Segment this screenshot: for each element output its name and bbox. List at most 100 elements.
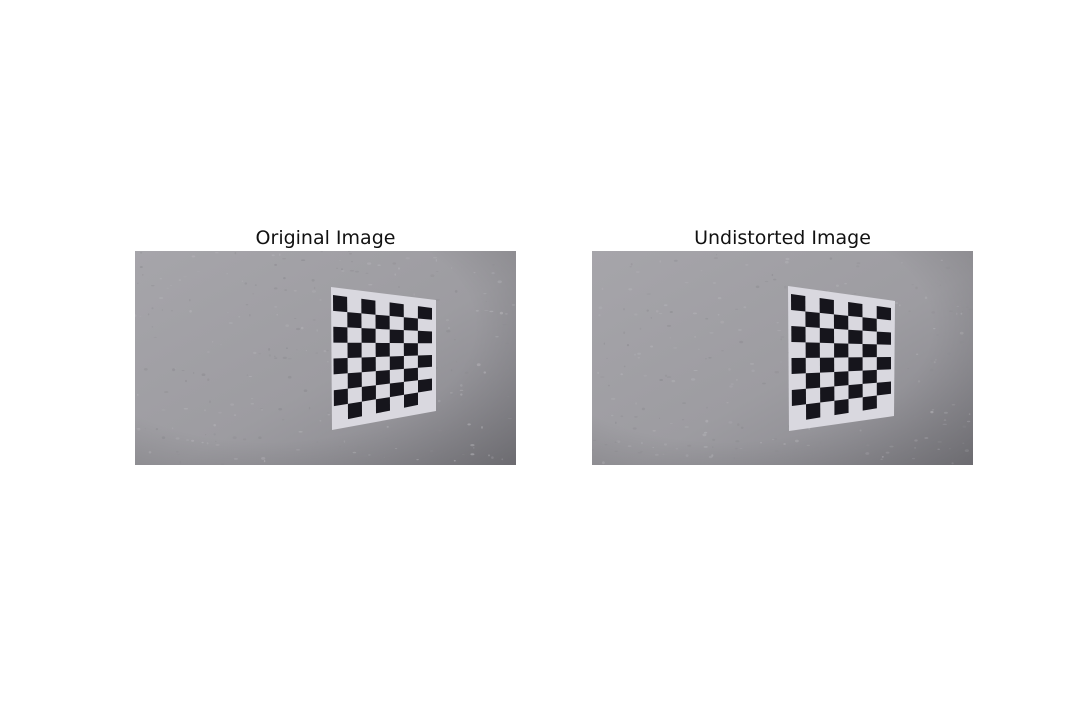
wall-speck (311, 290, 316, 293)
checker-square (347, 401, 362, 420)
wall-speck (450, 369, 453, 372)
wall-speck (220, 463, 225, 465)
checker-square (848, 357, 863, 372)
wall-speck (432, 257, 438, 259)
checker-square (347, 372, 362, 389)
wall-speck (735, 308, 739, 310)
wall-speck (148, 451, 152, 454)
wall-speck (961, 311, 964, 312)
wall-speck (285, 347, 288, 349)
wall-speck (363, 455, 368, 457)
wall-speck (854, 432, 856, 436)
wall-speck (728, 421, 733, 424)
wall-speck (502, 324, 507, 326)
wall-speck (853, 293, 857, 295)
wall-speck (780, 336, 785, 338)
wall-speck (483, 371, 487, 374)
wall-speck (438, 429, 442, 432)
wall-speck (473, 447, 475, 449)
wall-speck (684, 282, 689, 284)
wall-speck (664, 374, 668, 377)
wall-speck (341, 268, 343, 271)
wall-speck (166, 287, 169, 289)
wall-speck (844, 283, 847, 285)
undistorted-image (592, 251, 973, 465)
wall-speck (774, 450, 779, 452)
wall-speck (646, 293, 651, 295)
wall-speck (784, 260, 789, 264)
wall-speck (455, 361, 458, 363)
wall-speck (915, 353, 919, 356)
wall-speck (737, 423, 740, 426)
wall-speck (161, 309, 163, 311)
wall-speck (685, 454, 689, 457)
wall-speck (445, 319, 450, 322)
wall-speck (507, 418, 512, 420)
wall-speck (693, 370, 698, 371)
wall-speck (274, 357, 278, 359)
wall-speck (713, 257, 718, 259)
wall-speck (729, 385, 733, 388)
wall-speck (634, 313, 638, 316)
wall-speck (437, 399, 441, 403)
wall-speck (777, 330, 782, 332)
checker-square (805, 372, 821, 389)
wall-speck (301, 259, 306, 261)
wall-speck (454, 290, 458, 293)
wall-speck (899, 304, 901, 307)
wall-speck (690, 378, 696, 381)
wall-speck (143, 368, 148, 371)
wall-speck (341, 269, 345, 273)
wall-speck (962, 425, 967, 428)
wall-speck (635, 271, 640, 273)
wall-speck (460, 393, 463, 396)
wall-speck (137, 428, 141, 431)
wall-speck (511, 304, 516, 306)
wall-speck (924, 437, 929, 439)
wall-speck (669, 311, 673, 313)
checker-square (791, 326, 806, 343)
wall-speck (383, 456, 386, 459)
wall-speck (751, 369, 755, 373)
checker-square (361, 385, 376, 402)
wall-speck (319, 419, 322, 422)
wall-speck (606, 357, 608, 359)
wall-speck (603, 342, 605, 345)
wall-speck (461, 400, 464, 403)
wall-speck (956, 312, 958, 315)
wall-speck (637, 357, 641, 359)
checker-square (361, 328, 376, 343)
wall-speck (779, 361, 783, 363)
wall-speck (598, 314, 601, 317)
wall-speck (721, 350, 724, 352)
wall-speck (315, 352, 319, 354)
wall-speck (705, 419, 709, 423)
checker-square (834, 343, 849, 358)
wall-speck (281, 418, 285, 421)
wall-speck (739, 340, 744, 344)
checker-square (876, 306, 891, 321)
wall-speck (629, 266, 632, 268)
wall-speck (218, 411, 222, 414)
wall-speck (726, 402, 729, 404)
panel-original: Original Image (135, 226, 516, 465)
wall-speck (673, 347, 678, 349)
wall-speck (453, 339, 456, 341)
wall-speck (430, 450, 434, 452)
wall-speck (614, 441, 618, 443)
wall-speck (755, 285, 760, 289)
wall-speck (263, 460, 266, 463)
wall-speck (178, 279, 182, 281)
wall-speck (398, 286, 400, 288)
wall-speck (795, 439, 799, 443)
wall-speck (311, 279, 315, 282)
checker-square (876, 381, 891, 396)
wall-speck (497, 362, 501, 365)
wall-speck (175, 437, 180, 440)
wall-speck (476, 363, 481, 367)
wall-speck (623, 365, 626, 368)
wall-speck (435, 271, 439, 272)
wall-speck (416, 459, 419, 461)
wall-speck (461, 454, 465, 455)
wall-speck (692, 312, 697, 315)
